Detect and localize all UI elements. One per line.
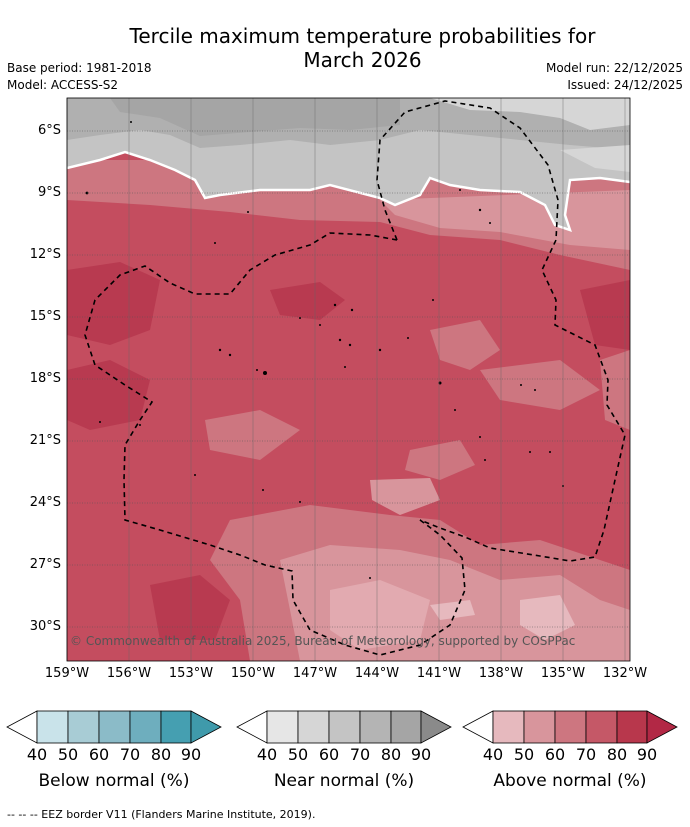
y-tick-30s: 30°S [29,619,61,634]
x-tick-150w: 150°W [230,666,276,681]
x-tick-135w: 135°W [540,666,586,681]
x-tick-132w: 132°W [602,666,648,681]
probability-field [67,98,630,661]
y-tick-21s: 21°S [29,433,61,448]
cb-near-tick-50: 50 [287,745,309,764]
issued-date: Issued: 24/12/2025 [567,78,683,92]
cb-above-tick-70: 70 [575,745,597,764]
cb-below-tick-60: 60 [88,745,110,764]
map-title-line1: Tercile maximum temperature probabilitie… [129,24,596,48]
cb-near-tick-40: 40 [256,745,278,764]
cb-near-tick-70: 70 [349,745,371,764]
map-title-line2: March 2026 [303,48,422,72]
y-tick-9s: 9°S [37,185,61,200]
y-tick-6s: 6°S [37,123,61,138]
model-name: Model: ACCESS-S2 [7,78,119,92]
map-title: Tercile maximum temperature probabilitie… [0,24,690,72]
cb-below-tick-70: 70 [119,745,141,764]
cb-below-tick-90: 90 [180,745,202,764]
eez-footnote: -- -- -- EEZ border V11 (Flanders Marine… [7,808,316,821]
colorbar-below [6,710,222,744]
y-tick-18s: 18°S [29,371,61,386]
x-tick-156w: 156°W [106,666,152,681]
x-tick-153w: 153°W [168,666,214,681]
colorbar-above-label: Above normal (%) [493,771,647,791]
x-tick-138w: 138°W [478,666,524,681]
x-tick-144w: 144°W [354,666,400,681]
y-tick-12s: 12°S [29,247,61,262]
colorbar-below-label: Below normal (%) [38,771,190,791]
x-tick-141w: 141°W [416,666,462,681]
x-tick-147w: 147°W [292,666,338,681]
y-tick-15s: 15°S [29,309,61,324]
meta-right: Model run: 22/12/2025 Issued: 24/12/2025 [546,60,683,94]
cb-below-tick-50: 50 [57,745,79,764]
cb-above-tick-60: 60 [544,745,566,764]
cb-below-tick-80: 80 [150,745,172,764]
x-tick-159w: 159°W [44,666,90,681]
colorbar-above [462,710,678,744]
model-run: Model run: 22/12/2025 [545,61,683,75]
colorbar-near [236,710,452,744]
cb-near-tick-80: 80 [380,745,402,764]
meta-left: Base period: 1981-2018 Model: ACCESS-S2 [7,60,152,94]
cb-above-tick-90: 90 [636,745,658,764]
eez-borders [84,100,626,656]
cb-above-tick-50: 50 [513,745,535,764]
cb-below-tick-40: 40 [26,745,48,764]
cb-near-tick-60: 60 [318,745,340,764]
base-period: Base period: 1981-2018 [7,61,152,75]
copyright-notice: © Commonwealth of Australia 2025, Bureau… [70,634,576,648]
y-tick-27s: 27°S [29,557,61,572]
cb-near-tick-90: 90 [410,745,432,764]
cb-above-tick-80: 80 [606,745,628,764]
y-tick-24s: 24°S [29,495,61,510]
cb-above-tick-40: 40 [482,745,504,764]
colorbar-near-label: Near normal (%) [273,771,415,791]
map-frame [66,97,631,662]
